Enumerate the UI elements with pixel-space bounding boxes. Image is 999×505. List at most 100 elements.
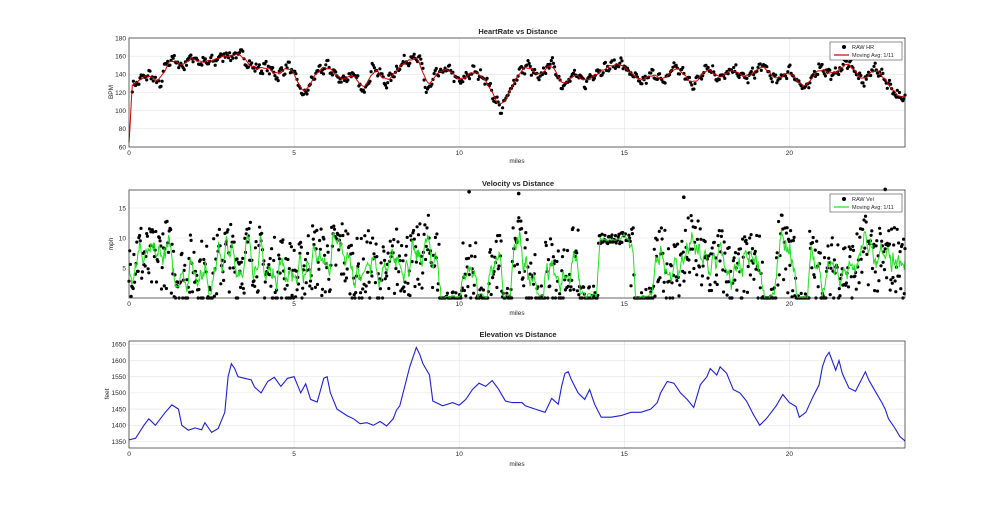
vel-raw-point bbox=[707, 254, 711, 258]
vel-raw-point bbox=[388, 239, 392, 243]
hr-ylabel: BPM bbox=[108, 85, 115, 99]
vel-raw-point bbox=[344, 276, 349, 280]
vel-raw-point bbox=[686, 216, 690, 220]
hr-raw-point bbox=[816, 72, 820, 77]
vel-raw-point bbox=[418, 222, 422, 226]
vel-raw-point bbox=[183, 263, 187, 267]
hr-raw-point bbox=[172, 54, 176, 58]
hr-raw-point bbox=[148, 69, 152, 73]
vel-raw-point bbox=[810, 241, 815, 245]
hr-raw-point bbox=[544, 71, 548, 76]
hr-ytick-label: 160 bbox=[115, 53, 126, 60]
vel-raw-point bbox=[550, 242, 554, 247]
vel-raw-point bbox=[467, 190, 471, 194]
vel-raw-point bbox=[665, 262, 669, 266]
vel-raw-point bbox=[228, 266, 232, 270]
vel-raw-point bbox=[435, 232, 439, 236]
vel-raw-point bbox=[277, 253, 281, 257]
hr-raw-point bbox=[857, 76, 861, 81]
elev-title: Elevation vs Distance bbox=[479, 330, 556, 339]
hr-raw-point bbox=[634, 72, 639, 76]
vel-ytick-label: 5 bbox=[122, 265, 126, 272]
hr-raw-point bbox=[538, 74, 542, 78]
hr-raw-point bbox=[371, 63, 375, 67]
vel-raw-point bbox=[332, 224, 336, 228]
hr-raw-point bbox=[812, 69, 817, 74]
vel-raw-point bbox=[165, 219, 169, 223]
hr-raw-series bbox=[130, 48, 907, 115]
hr-raw-point bbox=[501, 106, 505, 110]
vel-raw-point bbox=[576, 228, 580, 232]
vel-raw-point bbox=[827, 256, 831, 260]
hr-raw-point bbox=[692, 87, 696, 91]
vel-raw-point bbox=[662, 280, 666, 284]
vel-raw-point bbox=[511, 226, 515, 230]
vel-raw-point bbox=[647, 286, 652, 290]
hr-raw-point bbox=[618, 61, 622, 65]
vel-raw-point bbox=[462, 288, 466, 293]
vel-legend-avg-label: Moving Avg: 1/11 bbox=[852, 205, 894, 211]
vel-xtick-label: 0 bbox=[127, 301, 131, 308]
vel-raw-point bbox=[629, 284, 633, 288]
hr-raw-point bbox=[234, 56, 238, 60]
hr-ytick-label: 140 bbox=[115, 72, 126, 79]
vel-raw-point bbox=[306, 234, 310, 238]
vel-raw-point bbox=[700, 274, 705, 278]
vel-raw-point bbox=[745, 290, 750, 294]
vel-raw-point bbox=[225, 230, 229, 234]
hr-raw-point bbox=[711, 64, 715, 68]
vel-raw-point bbox=[433, 235, 437, 240]
vel-raw-point bbox=[132, 252, 136, 257]
vel-raw-point bbox=[697, 265, 702, 269]
hr-raw-point bbox=[434, 66, 438, 71]
vel-raw-point bbox=[546, 258, 551, 262]
elev-ylabel: feet bbox=[104, 388, 111, 399]
hr-raw-point bbox=[655, 77, 660, 81]
vel-raw-point bbox=[830, 243, 834, 247]
vel-raw-point bbox=[892, 243, 896, 247]
hr-xtick-label: 5 bbox=[292, 150, 296, 157]
hr-raw-point bbox=[847, 65, 851, 69]
vel-raw-point bbox=[887, 242, 892, 246]
vel-raw-point bbox=[669, 264, 673, 268]
hr-raw-point bbox=[759, 68, 763, 72]
hr-raw-point bbox=[859, 73, 863, 78]
hr-raw-point bbox=[550, 56, 555, 60]
vel-raw-point bbox=[306, 251, 310, 255]
vel-raw-point bbox=[147, 227, 152, 231]
vel-raw-point bbox=[818, 251, 822, 255]
vel-raw-point bbox=[146, 267, 150, 271]
vel-raw-point bbox=[810, 266, 814, 270]
vel-raw-point bbox=[754, 267, 758, 271]
vel-raw-point bbox=[136, 269, 140, 273]
vel-raw-point bbox=[690, 219, 694, 223]
vel-raw-point bbox=[631, 226, 635, 230]
vel-raw-point bbox=[882, 250, 886, 254]
hr-raw-point bbox=[241, 49, 245, 53]
vel-raw-point bbox=[272, 258, 276, 263]
vel-raw-point bbox=[661, 289, 666, 293]
vel-raw-point bbox=[863, 214, 868, 218]
vel-panel: Velocity vs Distance 0 5 10 15 20 5 10 15 miles… bbox=[108, 179, 907, 317]
hr-raw-point bbox=[612, 58, 616, 62]
vel-raw-point bbox=[273, 290, 277, 295]
vel-raw-point bbox=[366, 229, 370, 233]
vel-raw-point bbox=[875, 289, 880, 293]
vel-raw-point bbox=[878, 232, 882, 236]
hr-raw-point bbox=[701, 74, 705, 78]
hr-raw-point bbox=[324, 63, 328, 67]
vel-raw-point bbox=[255, 275, 259, 279]
hr-raw-point bbox=[769, 77, 773, 81]
vel-raw-point bbox=[572, 288, 576, 292]
hr-raw-point bbox=[592, 76, 597, 80]
vel-raw-point bbox=[680, 239, 684, 243]
hr-raw-point bbox=[499, 111, 504, 115]
vel-raw-point bbox=[364, 284, 368, 288]
hr-raw-point bbox=[418, 54, 422, 58]
elev-grid bbox=[128, 341, 905, 448]
vel-raw-point bbox=[719, 234, 724, 238]
hr-raw-point bbox=[734, 63, 738, 67]
vel-raw-point bbox=[299, 245, 303, 249]
vel-raw-point bbox=[415, 225, 419, 229]
vel-raw-point bbox=[832, 258, 837, 262]
